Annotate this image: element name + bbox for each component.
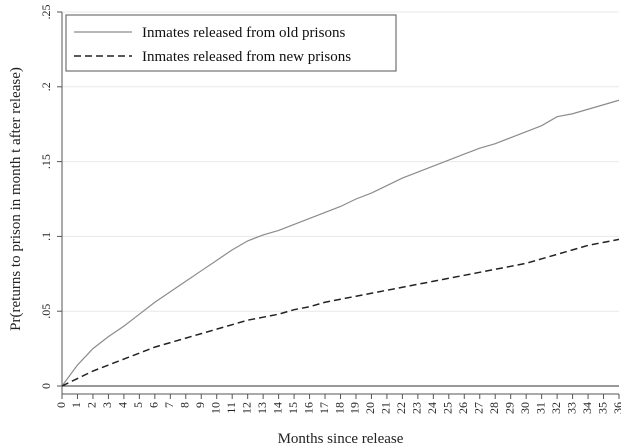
x-tick-label: 11	[224, 402, 238, 414]
x-tick-label: 20	[363, 402, 377, 414]
legend-label-old-prisons: Inmates released from old prisons	[142, 25, 345, 41]
x-tick-label: 28	[487, 402, 501, 414]
y-tick-label: .25	[39, 5, 53, 20]
legend: Inmates released from old prisons Inmate…	[65, 14, 397, 72]
x-tick-label: 35	[595, 402, 609, 414]
x-tick-label: 23	[410, 402, 424, 414]
y-tick-label: 0	[39, 383, 53, 389]
x-tick-label: 15	[286, 402, 300, 414]
x-tick-label: 0	[54, 402, 68, 408]
x-tick-label: 29	[502, 402, 516, 414]
x-tick-label: 10	[208, 402, 222, 414]
y-tick-label: .2	[39, 82, 53, 91]
x-tick-label: 4	[116, 402, 130, 408]
x-tick-label: 25	[441, 402, 455, 414]
series-lines	[61, 99, 620, 387]
series-line-1	[61, 238, 620, 387]
x-tick-label: 8	[178, 402, 192, 408]
x-tick-label: 13	[255, 402, 269, 414]
legend-box	[65, 14, 397, 72]
x-tick-label: 24	[425, 402, 439, 414]
x-tick-label: 34	[580, 402, 594, 414]
x-tick-label: 21	[379, 402, 393, 414]
x-tick-label: 30	[518, 402, 532, 414]
x-tick-label: 6	[147, 402, 161, 408]
x-axis-ticks: 0 1 2 3 4 5 6 7 8 9 10 11 12 13 14 15 16 17 18 19 20 21 22 23 24…	[54, 394, 621, 414]
x-tick-label: 36	[611, 402, 621, 414]
x-tick-label: 33	[564, 402, 578, 414]
x-tick-label: 22	[394, 402, 408, 414]
x-tick-label: 5	[131, 402, 145, 408]
x-tick-label: 7	[162, 402, 176, 408]
x-tick-label: 18	[332, 402, 346, 414]
x-tick-label: 26	[456, 402, 470, 414]
y-tick-label: .15	[39, 154, 53, 169]
x-tick-label: 31	[533, 402, 547, 414]
legend-label-new-prisons: Inmates released from new prisons	[142, 49, 351, 65]
x-tick-label: 2	[85, 402, 99, 408]
grid-lines	[62, 11, 619, 387]
x-tick-label: 19	[348, 402, 362, 414]
x-tick-label: 9	[193, 402, 207, 408]
x-tick-label: 1	[69, 402, 83, 408]
x-tick-label: 16	[301, 402, 315, 414]
x-axis-title: Months since release	[278, 431, 404, 447]
x-tick-label: 27	[472, 402, 486, 414]
x-tick-label: 3	[100, 402, 114, 408]
y-tick-label: .05	[39, 304, 53, 319]
x-tick-label: 17	[317, 402, 331, 414]
series-line-0	[61, 99, 620, 387]
y-axis-title: Pr(returns to prison in month t after re…	[8, 67, 24, 331]
x-tick-label: 12	[239, 402, 253, 414]
x-tick-label: 32	[549, 402, 563, 414]
x-tick-label: 14	[270, 402, 284, 414]
y-axis-ticks: 0 .05 .1 .15 .2 .25	[39, 5, 62, 389]
y-tick-label: .1	[39, 232, 53, 241]
